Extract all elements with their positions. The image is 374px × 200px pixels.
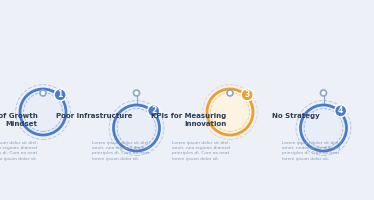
Ellipse shape [40,90,46,96]
Text: Poor Infrastructure: Poor Infrastructure [56,113,133,119]
Ellipse shape [321,90,327,96]
Ellipse shape [227,90,233,96]
Ellipse shape [134,90,140,96]
Ellipse shape [148,105,160,117]
Text: 3: 3 [245,90,250,99]
Ellipse shape [241,89,253,101]
Text: No Strategy: No Strategy [272,113,320,119]
Text: Lorem ipsum dolor sit diel,
amet, nea regione diamed
principles di. Cum no neat
: Lorem ipsum dolor sit diel, amet, nea re… [282,141,340,161]
Text: Lorem ipsum dolor sit diel,
amet, nea regione diamed
principles di. Cum no neat
: Lorem ipsum dolor sit diel, amet, nea re… [0,141,37,161]
Text: 4: 4 [338,106,343,115]
Text: Lack of Growth
Mindset: Lack of Growth Mindset [0,113,37,127]
Ellipse shape [20,89,66,135]
Ellipse shape [207,89,253,135]
Text: 2: 2 [151,106,156,115]
Text: KPIs for Measuring
Innovation: KPIs for Measuring Innovation [151,113,226,127]
Ellipse shape [114,105,159,151]
Ellipse shape [335,105,347,117]
Ellipse shape [301,105,346,151]
Text: Lorem ipsum dolor sit diel,
amet, nea regione diamed
principles di. Cum no neat
: Lorem ipsum dolor sit diel, amet, nea re… [92,141,150,161]
Text: Lorem ipsum dolor sit diel,
amet, nea regione diamed
principles di. Cum no neat
: Lorem ipsum dolor sit diel, amet, nea re… [172,141,230,161]
Text: 1: 1 [58,90,63,99]
Ellipse shape [54,89,66,101]
